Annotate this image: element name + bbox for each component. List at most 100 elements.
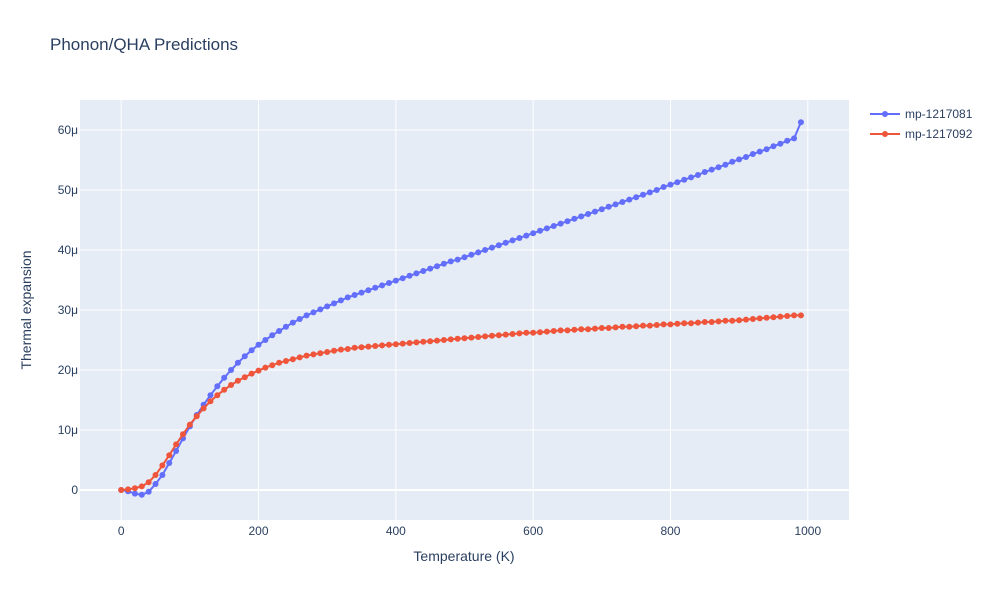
y-tick-label: 0 (71, 483, 78, 497)
data-point (482, 333, 489, 340)
data-point (537, 227, 544, 234)
data-point (179, 431, 186, 438)
x-tick-labels: 0 200 400 600 800 1000 (118, 524, 822, 538)
y-tick-label: 30μ (58, 303, 78, 317)
data-point (640, 322, 647, 329)
data-point (585, 211, 592, 217)
data-point (578, 326, 585, 333)
data-point (530, 329, 537, 336)
data-point (331, 300, 338, 307)
data-point (688, 174, 695, 181)
data-point (440, 260, 447, 267)
data-point (440, 337, 447, 343)
legend-marker (882, 131, 888, 137)
x-tick-label: 600 (523, 524, 543, 538)
data-point (214, 392, 221, 399)
legend-item[interactable]: mp-1217092 (870, 127, 973, 141)
data-point (708, 166, 715, 173)
series-mp-1217092 (118, 312, 804, 493)
data-point (303, 312, 310, 319)
data-point (317, 306, 324, 313)
data-point (468, 251, 475, 258)
data-point (640, 191, 647, 198)
data-point (289, 356, 296, 363)
data-point (550, 328, 557, 334)
data-point (743, 316, 750, 323)
data-point (200, 405, 207, 412)
data-point (413, 339, 420, 346)
data-point (715, 164, 722, 171)
data-point (228, 367, 235, 373)
data-point (612, 324, 619, 331)
data-point (221, 374, 228, 381)
data-point (276, 328, 283, 334)
data-point (420, 338, 427, 345)
data-point (365, 343, 372, 350)
data-point (406, 272, 413, 279)
y-tick-label: 60μ (58, 123, 78, 137)
data-point (598, 206, 605, 213)
data-point (585, 326, 592, 333)
data-point (674, 179, 681, 186)
data-point (344, 294, 351, 301)
data-point (708, 319, 715, 325)
x-tick-label: 800 (660, 524, 680, 538)
data-point (770, 314, 777, 321)
data-point (379, 342, 386, 349)
data-point (598, 325, 605, 331)
data-point (337, 346, 344, 353)
data-point (337, 297, 344, 304)
data-point (420, 268, 427, 274)
data-point (454, 256, 461, 263)
data-point (591, 208, 598, 215)
data-point (557, 220, 564, 227)
data-point (248, 347, 255, 354)
data-point (791, 312, 798, 319)
data-point (207, 392, 214, 399)
data-point (784, 313, 791, 319)
legend[interactable]: mp-1217081 mp-1217092 (870, 107, 973, 141)
data-point (269, 362, 276, 369)
data-point (166, 452, 173, 459)
data-point (255, 341, 262, 348)
data-point (255, 367, 262, 374)
data-point (447, 336, 454, 343)
data-point (495, 332, 502, 339)
y-tick-label: 10μ (58, 423, 78, 437)
data-point (543, 225, 550, 232)
data-point (523, 329, 530, 336)
data-point (399, 340, 406, 347)
data-point (159, 472, 166, 478)
data-point (159, 462, 166, 469)
data-point (454, 335, 461, 342)
data-point (509, 331, 516, 337)
legend-item[interactable]: mp-1217081 (870, 107, 973, 121)
data-point (605, 203, 612, 210)
data-point (344, 346, 351, 352)
data-point (173, 441, 180, 448)
data-point (674, 320, 681, 327)
data-point (276, 359, 283, 366)
data-point (303, 352, 310, 359)
data-point (797, 312, 804, 319)
y-tick-label: 40μ (58, 243, 78, 257)
data-point (488, 244, 495, 251)
data-point (653, 322, 660, 328)
data-point (118, 487, 125, 493)
data-point (763, 146, 770, 153)
x-tick-label: 400 (386, 524, 406, 538)
data-point (282, 323, 289, 330)
data-point (186, 421, 193, 428)
data-point (557, 327, 564, 334)
data-point (667, 181, 674, 188)
data-point (461, 335, 468, 342)
data-point (736, 156, 743, 163)
series-mp-1217081 (118, 119, 804, 498)
data-point (743, 154, 750, 160)
data-point (777, 313, 784, 320)
data-point (241, 374, 248, 381)
data-point (310, 309, 317, 316)
data-point (729, 317, 736, 324)
data-point (392, 277, 399, 284)
